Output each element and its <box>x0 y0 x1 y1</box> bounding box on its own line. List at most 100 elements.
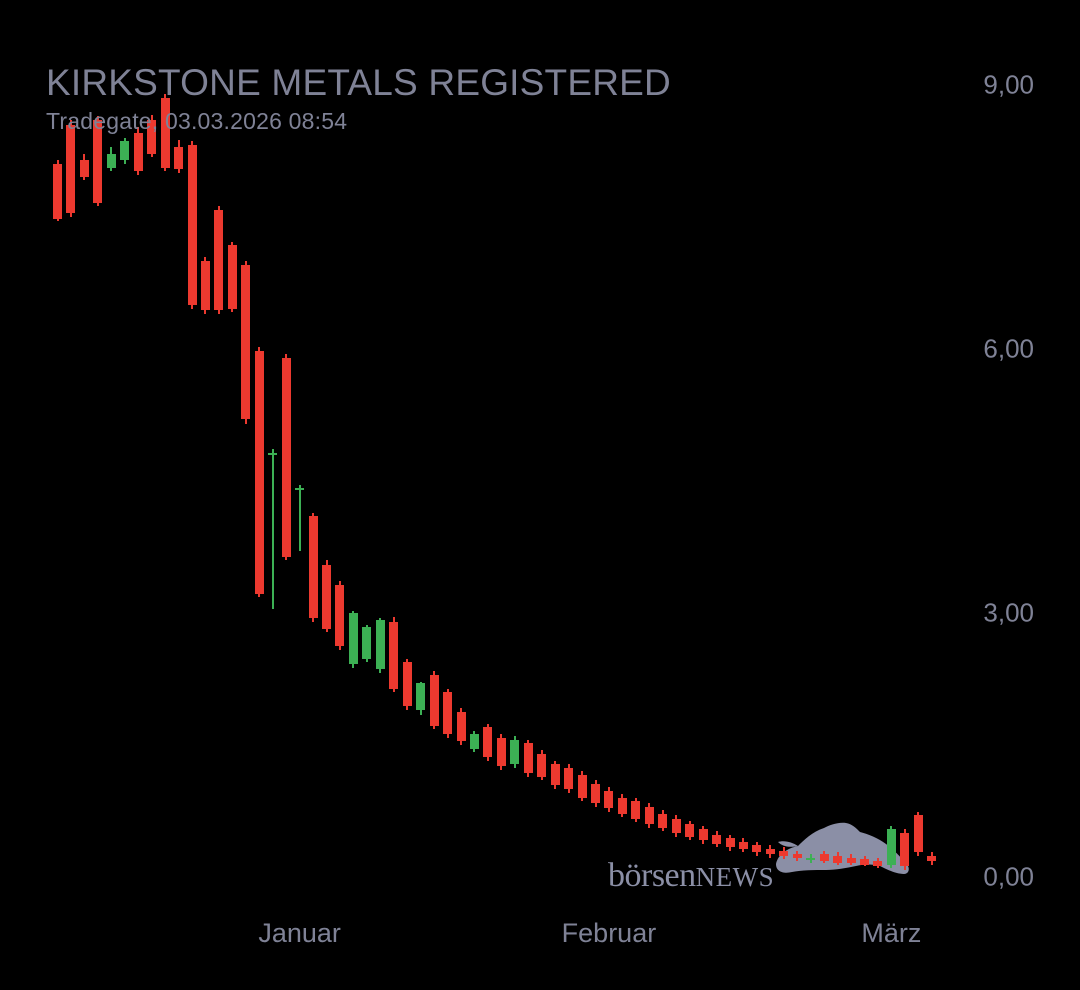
candlestick[interactable] <box>214 0 224 918</box>
candlestick[interactable] <box>792 0 802 918</box>
candlestick[interactable] <box>927 0 937 918</box>
candle-body <box>927 855 937 862</box>
candlestick[interactable] <box>523 0 533 918</box>
candle-wick <box>271 449 274 609</box>
candlestick[interactable] <box>886 0 896 918</box>
candlestick[interactable] <box>187 0 197 918</box>
candle-body <box>254 350 264 594</box>
candlestick[interactable] <box>496 0 506 918</box>
candlestick[interactable] <box>416 0 426 918</box>
candlestick[interactable] <box>402 0 412 918</box>
candle-body <box>819 854 829 862</box>
candlestick[interactable] <box>362 0 372 918</box>
candlestick[interactable] <box>322 0 331 918</box>
x-axis-tick-label: Februar <box>561 918 657 948</box>
candle-body <box>496 737 506 767</box>
candlestick[interactable] <box>348 0 358 918</box>
candle-body <box>577 774 587 798</box>
candle-body <box>913 815 923 853</box>
candlestick[interactable] <box>53 0 62 918</box>
candlestick[interactable] <box>765 0 775 918</box>
candlestick[interactable] <box>200 0 210 918</box>
candlestick[interactable] <box>308 0 318 918</box>
candlestick[interactable] <box>658 0 668 918</box>
candlestick[interactable] <box>752 0 762 918</box>
candlestick-plot[interactable] <box>0 0 1080 918</box>
candle-body <box>389 621 399 689</box>
candle-body <box>631 801 641 819</box>
candle-body <box>348 613 358 665</box>
candlestick[interactable] <box>644 0 654 918</box>
candle-body <box>738 841 748 849</box>
candle-body <box>685 824 695 837</box>
candlestick[interactable] <box>591 0 600 918</box>
candle-body <box>281 357 291 557</box>
candle-body <box>752 845 762 853</box>
candlestick[interactable] <box>698 0 708 918</box>
candlestick[interactable] <box>550 0 560 918</box>
candlestick[interactable] <box>483 0 493 918</box>
candlestick[interactable] <box>295 0 305 918</box>
candle-body <box>671 818 681 833</box>
candlestick[interactable] <box>79 0 89 918</box>
candlestick[interactable] <box>712 0 722 918</box>
candle-body <box>644 806 654 825</box>
candle-body <box>658 813 668 828</box>
candlestick[interactable] <box>120 0 130 918</box>
candlestick[interactable] <box>604 0 614 918</box>
candlestick[interactable] <box>725 0 735 918</box>
candlestick[interactable] <box>147 0 157 918</box>
candlestick[interactable] <box>617 0 627 918</box>
candlestick[interactable] <box>254 0 264 918</box>
candlestick[interactable] <box>268 0 278 918</box>
x-axis: Januar Februar März <box>0 918 1080 968</box>
candlestick[interactable] <box>227 0 237 918</box>
candlestick[interactable] <box>469 0 479 918</box>
candlestick[interactable] <box>133 0 143 918</box>
candlestick[interactable] <box>819 0 829 918</box>
candlestick[interactable] <box>375 0 385 918</box>
candlestick[interactable] <box>281 0 291 918</box>
candlestick[interactable] <box>389 0 399 918</box>
candlestick[interactable] <box>860 0 869 918</box>
candlestick[interactable] <box>160 0 170 918</box>
candlestick[interactable] <box>846 0 856 918</box>
candlestick[interactable] <box>779 0 789 918</box>
candle-body <box>227 245 237 309</box>
candlestick[interactable] <box>429 0 439 918</box>
candle-body <box>241 265 251 420</box>
candle-wick <box>298 484 301 552</box>
candle-body <box>591 783 600 804</box>
candle-body <box>765 848 775 855</box>
candle-body <box>160 98 170 168</box>
candlestick[interactable] <box>873 0 883 918</box>
candlestick[interactable] <box>685 0 695 918</box>
candlestick[interactable] <box>738 0 748 918</box>
candlestick[interactable] <box>241 0 251 918</box>
candlestick[interactable] <box>106 0 116 918</box>
candlestick[interactable] <box>900 0 910 918</box>
candlestick[interactable] <box>174 0 184 918</box>
candlestick[interactable] <box>833 0 843 918</box>
candle-body <box>93 120 103 203</box>
candlestick[interactable] <box>631 0 641 918</box>
candlestick[interactable] <box>456 0 466 918</box>
candle-body <box>564 767 574 789</box>
candle-body <box>483 727 493 758</box>
candle-body <box>725 838 735 848</box>
candlestick[interactable] <box>577 0 587 918</box>
candlestick[interactable] <box>443 0 453 918</box>
candle-body <box>106 153 116 168</box>
candlestick[interactable] <box>806 0 816 918</box>
candle-body <box>443 692 453 735</box>
candlestick[interactable] <box>510 0 520 918</box>
candle-body <box>900 833 910 867</box>
candlestick[interactable] <box>537 0 547 918</box>
x-axis-tick-label: Januar <box>258 918 341 948</box>
candlestick[interactable] <box>913 0 923 918</box>
candlestick[interactable] <box>66 0 76 918</box>
candlestick[interactable] <box>564 0 574 918</box>
candlestick[interactable] <box>93 0 103 918</box>
candlestick[interactable] <box>671 0 681 918</box>
candlestick[interactable] <box>335 0 345 918</box>
